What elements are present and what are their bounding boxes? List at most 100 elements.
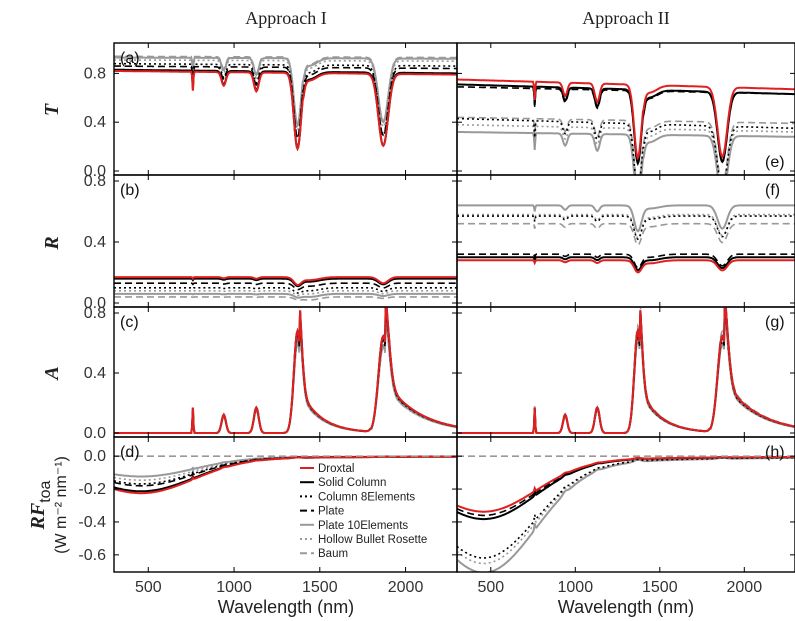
legend-label-plate: Plate [318,506,344,518]
panel-label: (e) [765,154,785,171]
legend: Droxtal Solid Column Column 8Elements Plate… [300,463,427,560]
x-tick-label: 1000 [558,579,594,596]
series-plate-10elements-c [114,311,457,434]
series-solid-column-f [457,256,795,272]
series-baum-f [457,222,795,246]
x-label-left: Wavelength (nm) [218,597,354,617]
svg-text:RFtoa: RFtoa [27,480,54,530]
panel-a: 0.0 0.4 0.8 (a) [84,42,458,180]
panel-label: (g) [765,314,785,331]
panel-label: (b) [120,182,140,199]
series-baum-g [457,307,795,434]
column-title-approach-2: Approach II [582,8,669,28]
series-baum-b [114,296,457,301]
series-solid-column-h [457,456,795,521]
series-plate-b [114,282,457,291]
legend-label-baum: Baum [318,548,348,560]
series-plate-10elements-d [114,455,457,478]
y-tick-label: 0.8 [84,65,106,82]
series-baum-c [114,313,457,434]
series-plate-10elements-f [457,204,795,233]
y-label-T: T [41,103,63,116]
x-tick-label: 500 [477,579,504,596]
series-droxtal-e [457,78,795,161]
legend-label-droxtal: Droxtal [318,463,354,475]
series-solid-column-c [114,307,457,434]
panel-label: (a) [120,50,140,67]
panel-g: (g) [456,306,795,438]
panel-f: (f) [456,174,795,308]
series-plate-10elements-h [457,456,795,572]
series-droxtal-g [457,307,795,434]
y-tick-label: 0.0 [84,425,106,442]
y-tick-label: 0.0 [84,163,106,180]
x-tick-label: 1500 [642,579,678,596]
series-baum-e [457,116,795,175]
series-plate-g [457,307,795,434]
y-tick-label: 0.0 [84,448,106,465]
panel-frame [113,306,458,438]
series-droxtal-b [114,276,457,286]
panel-label: (f) [765,182,780,199]
series-solid-column-e [457,83,795,166]
y-tick-label: 0.4 [84,114,106,131]
y-tick-label: 0.4 [84,234,106,251]
series-plate-f [457,253,795,269]
y-tick-label: 0.4 [84,365,106,382]
x-tick-label: 500 [135,579,162,596]
panel-frame [456,306,795,438]
series-plate-10elements-b [114,292,457,299]
y-tick-label: 0.8 [84,305,106,322]
series-column-8elements-c [114,307,457,434]
y-label-RF-sub: toa [37,480,54,502]
series-hollow-bullet-rosette-c [114,308,457,434]
panel-frame [456,436,795,573]
y-tick-label: 0.8 [84,173,106,190]
series-plate-10elements-a [114,56,457,128]
legend-label-plate-10elements: Plate 10Elements [318,520,408,532]
series-column-8elements-e [457,117,795,175]
legend-label-hollow-bullet-rosette: Hollow Bullet Rosette [318,534,427,546]
series-column-8elements-d [114,455,457,485]
x-tick-label: 1000 [216,579,252,596]
panel-label: (d) [120,444,140,461]
series-solid-column-b [114,277,457,288]
y-tick-label: -0.6 [78,547,106,564]
y-label-R: R [41,236,63,250]
y-label-A: A [41,366,63,381]
series-column-8elements-h [457,456,795,559]
panel-c: 0.0 0.4 0.8 (c) [84,305,458,442]
plot-area: 0.0 0.4 0.8 (a) (e) 0.0 0.4 0.8 (b) (f) 0.0 0.4 0.8 (… [78,42,795,596]
panel-label: (h) [765,444,785,461]
series-hollow-bullet-rosette-f [457,213,795,240]
x-label-right: Wavelength (nm) [558,597,694,617]
series-solid-column-g [457,307,795,434]
legend-label-solid-column: Solid Column [318,477,386,489]
panel-b: 0.0 0.4 0.8 (b) [84,173,458,312]
series-droxtal-h [457,456,795,513]
panel-frame [456,42,795,176]
series-hollow-bullet-rosette-e [457,123,795,175]
series-droxtal-c [114,307,457,434]
series-droxtal-d [114,455,457,495]
column-title-approach-1: Approach I [245,8,326,28]
series-plate-c [114,307,457,434]
series-column-8elements-g [457,307,795,434]
panel-frame [113,42,458,176]
y-tick-label: -0.4 [78,514,106,531]
series-droxtal-f [457,259,795,274]
series-column-8elements-f [457,215,795,241]
y-tick-label: -0.2 [78,481,106,498]
series-droxtal-a [114,70,457,152]
y-label-RF-main: RF [27,502,49,530]
series-plate-10elements-e [457,131,795,175]
series-column-8elements-a [114,62,457,141]
series-baum-a [114,55,457,126]
series-hollow-bullet-rosette-d [114,455,457,481]
x-tick-label: 2000 [388,579,424,596]
y-label-RF-units: (W m⁻² nm⁻¹) [53,456,70,554]
series-plate-10elements-g [457,308,795,434]
panel-d: 500 1000 1500 2000 0.0 -0.2 -0.4 -0.6 (d) [78,436,458,596]
x-tick-label: 1500 [302,579,338,596]
